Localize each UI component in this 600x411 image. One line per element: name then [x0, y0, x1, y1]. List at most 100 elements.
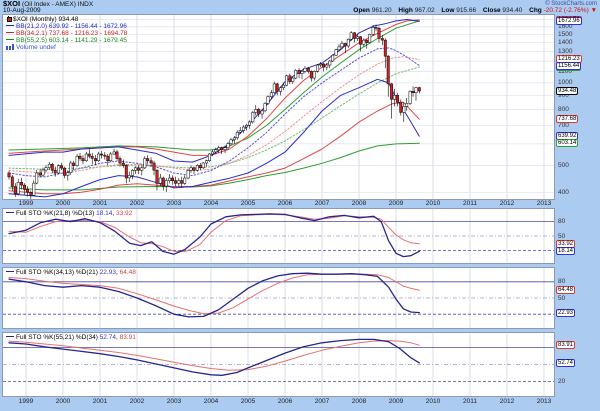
stoch2-k-value: 22.93 [99, 269, 116, 276]
stoch-bubble-64.48: 64.48 [556, 286, 576, 295]
legend-symbol-text: $XOI (Monthly) 934.48 [13, 16, 79, 23]
price-axis-label: 1100 [558, 67, 572, 75]
main-chart-legend: $XOI (Monthly) 934.48 BB(21,2.0) 639.92 … [6, 16, 127, 51]
price-bubble-603.14: 603.14 [556, 139, 579, 148]
line-swatch-icon [6, 336, 14, 337]
high-label: High [398, 7, 413, 14]
stoch-ref-label: 50 [558, 294, 566, 302]
x-axis-year-label: 2007 [314, 398, 330, 405]
stochastic-panel-3: Full STO %K(55,21) %D(34) 52.74, 83.91 [2, 332, 555, 397]
separator: , [115, 334, 120, 341]
stoch3-d-value: 83.91 [119, 334, 136, 341]
main-price-chart: $XOI (Monthly) 934.48 BB(21,2.0) 639.92 … [2, 14, 555, 200]
x-axis-year-label: 2009 [388, 398, 404, 405]
legend-symbol-row: $XOI (Monthly) 934.48 [6, 16, 127, 23]
close-label: Close [482, 7, 501, 14]
chg-down-arrow-icon: ▼ [590, 7, 597, 14]
price-axis-label: 400 [558, 188, 569, 196]
x-axis-year-label: 2004 [203, 398, 219, 405]
stoch-bubble-83.91: 83.91 [556, 341, 576, 350]
copyright: © StockCharts.com [545, 1, 597, 7]
price-axis-label: 1300 [558, 48, 573, 56]
chart-date: 10-Aug-2009 [3, 7, 41, 14]
stochastic-3-legend: Full STO %K(55,21) %D(34) 52.74, 83.91 [6, 334, 136, 341]
x-axis-year-label: 2006 [277, 200, 293, 207]
stoch1-d-value: 33.92 [115, 210, 133, 217]
price-axis-label: 800 [558, 106, 569, 113]
legend-bb21-row: BB(21,2.0) 639.92 - 1156.44 - 1672.96 [6, 23, 127, 30]
x-axis-year-label: 2012 [499, 200, 515, 207]
quote-strip: Open 961.20 High 967.02 Low 915.66 Close… [348, 7, 597, 14]
high-value: 967.02 [414, 7, 435, 14]
legend-bb34-text: BB(34,2.1) 737.68 - 1216.23 - 1694.78 [16, 30, 128, 37]
stoch3-k-value: 52.74 [99, 334, 116, 341]
stochastic-panel-2: Full STO %K(34,13) %D(21) 22.93, 64.48 [2, 267, 555, 329]
x-axis-year-label: 2002 [129, 398, 145, 405]
open-label: Open [353, 7, 370, 14]
close-value: 934.40 [502, 7, 523, 14]
price-bubble-737.68: 737.68 [556, 115, 579, 124]
x-axis-year-label: 2013 [536, 398, 552, 405]
stoch-ref-label: 20 [558, 378, 566, 386]
price-axis-label: 1400 [558, 39, 573, 47]
price-axis-label: 700 [558, 121, 569, 129]
stoch3-legend-text: Full STO %K(55,21) %D(34) [16, 334, 100, 341]
price-axis-label: 1500 [558, 30, 573, 38]
line-swatch-icon [6, 39, 14, 40]
stoch-bubble-18.14: 18.14 [556, 247, 576, 256]
stoch-bubble-33.92: 33.92 [556, 239, 576, 248]
x-axis-year-label: 2000 [55, 200, 71, 207]
stoch-ref-label: 80 [558, 278, 566, 286]
line-swatch-icon [6, 25, 14, 26]
x-axis-year-label: 2008 [351, 200, 367, 207]
symbol-description: (Oil Index - AMEX) INDX [22, 1, 94, 8]
stochastic-3-canvas [2, 332, 555, 397]
x-axis-year-label: 1999 [18, 200, 34, 207]
chg-label: Chg [529, 7, 542, 14]
stoch1-legend-text: Full STO %K(21,8) %D(13) [16, 210, 97, 217]
line-swatch-icon [6, 271, 14, 272]
x-axis-year-label: 2003 [166, 200, 182, 207]
low-value: 915.66 [456, 7, 477, 14]
main-price-axis: 400 500 700 800 900 1000 1100 1300 1400 1500 1600 1… [556, 14, 599, 200]
price-bubble-1156.44: 1156.44 [556, 61, 582, 70]
x-axis-year-label: 2011 [463, 200, 477, 207]
legend-volume-row: Volume undef [6, 44, 127, 51]
stochastic-1-legend: Full STO %K(21,8) %D(13) 18.14, 33.92 [6, 210, 132, 217]
low-label: Low [441, 7, 455, 14]
price-axis-label: 1000 [558, 79, 573, 87]
stoch-bubble-52.74: 52.74 [556, 358, 576, 367]
legend-bb55-row: BB(55,2.5) 603.14 - 1141.29 - 1679.45 [6, 37, 127, 44]
header-row-2: 10-Aug-2009 Open 961.20 High 967.02 Low … [3, 7, 597, 14]
chg-value: -20.72 (-2.76%) [543, 7, 589, 14]
stochastic-panel-1: Full STO %K(21,8) %D(13) 18.14, 33.92 [2, 208, 555, 264]
stoch-ref-label: 50 [558, 232, 566, 240]
stochastic-2-canvas [2, 267, 555, 329]
legend-bb21-text: BB(21,2.0) 639.92 - 1156.44 - 1672.96 [16, 23, 127, 30]
x-axis-year-label: 2005 [240, 200, 256, 207]
line-swatch-icon [6, 212, 14, 213]
stochastic-2-legend: Full STO %K(34,13) %D(21) 22.93, 64.48 [6, 269, 136, 276]
separator: , [115, 269, 120, 276]
x-axis-year-label: 2000 [55, 398, 71, 405]
header-row-1: $XOI (Oil Index - AMEX) INDX © StockChar… [3, 0, 597, 8]
legend-bb55-text: BB(55,2.5) 603.14 - 1141.29 - 1679.45 [16, 37, 127, 44]
stochastic-1-canvas [2, 208, 555, 264]
stoch2-legend-text: Full STO %K(34,13) %D(21) [16, 269, 100, 276]
x-axis-year-label: 1999 [18, 398, 34, 405]
stoch-ref-label: 80 [558, 218, 566, 226]
main-chart-canvas [2, 14, 555, 200]
separator: , [112, 210, 116, 217]
price-bubble-934.48: 934.48 [556, 86, 579, 95]
x-axis-year-label: 2001 [92, 398, 108, 405]
x-axis-year-label: 2007 [314, 200, 330, 207]
price-axis-label: 1600 [558, 23, 573, 31]
x-axis-year-label: 2011 [463, 398, 477, 405]
x-axis-year-label: 2005 [240, 398, 256, 405]
x-axis-year-label: 2010 [425, 398, 441, 405]
x-axis-year-label: 2010 [425, 200, 441, 207]
price-axis-label: 500 [558, 162, 569, 170]
